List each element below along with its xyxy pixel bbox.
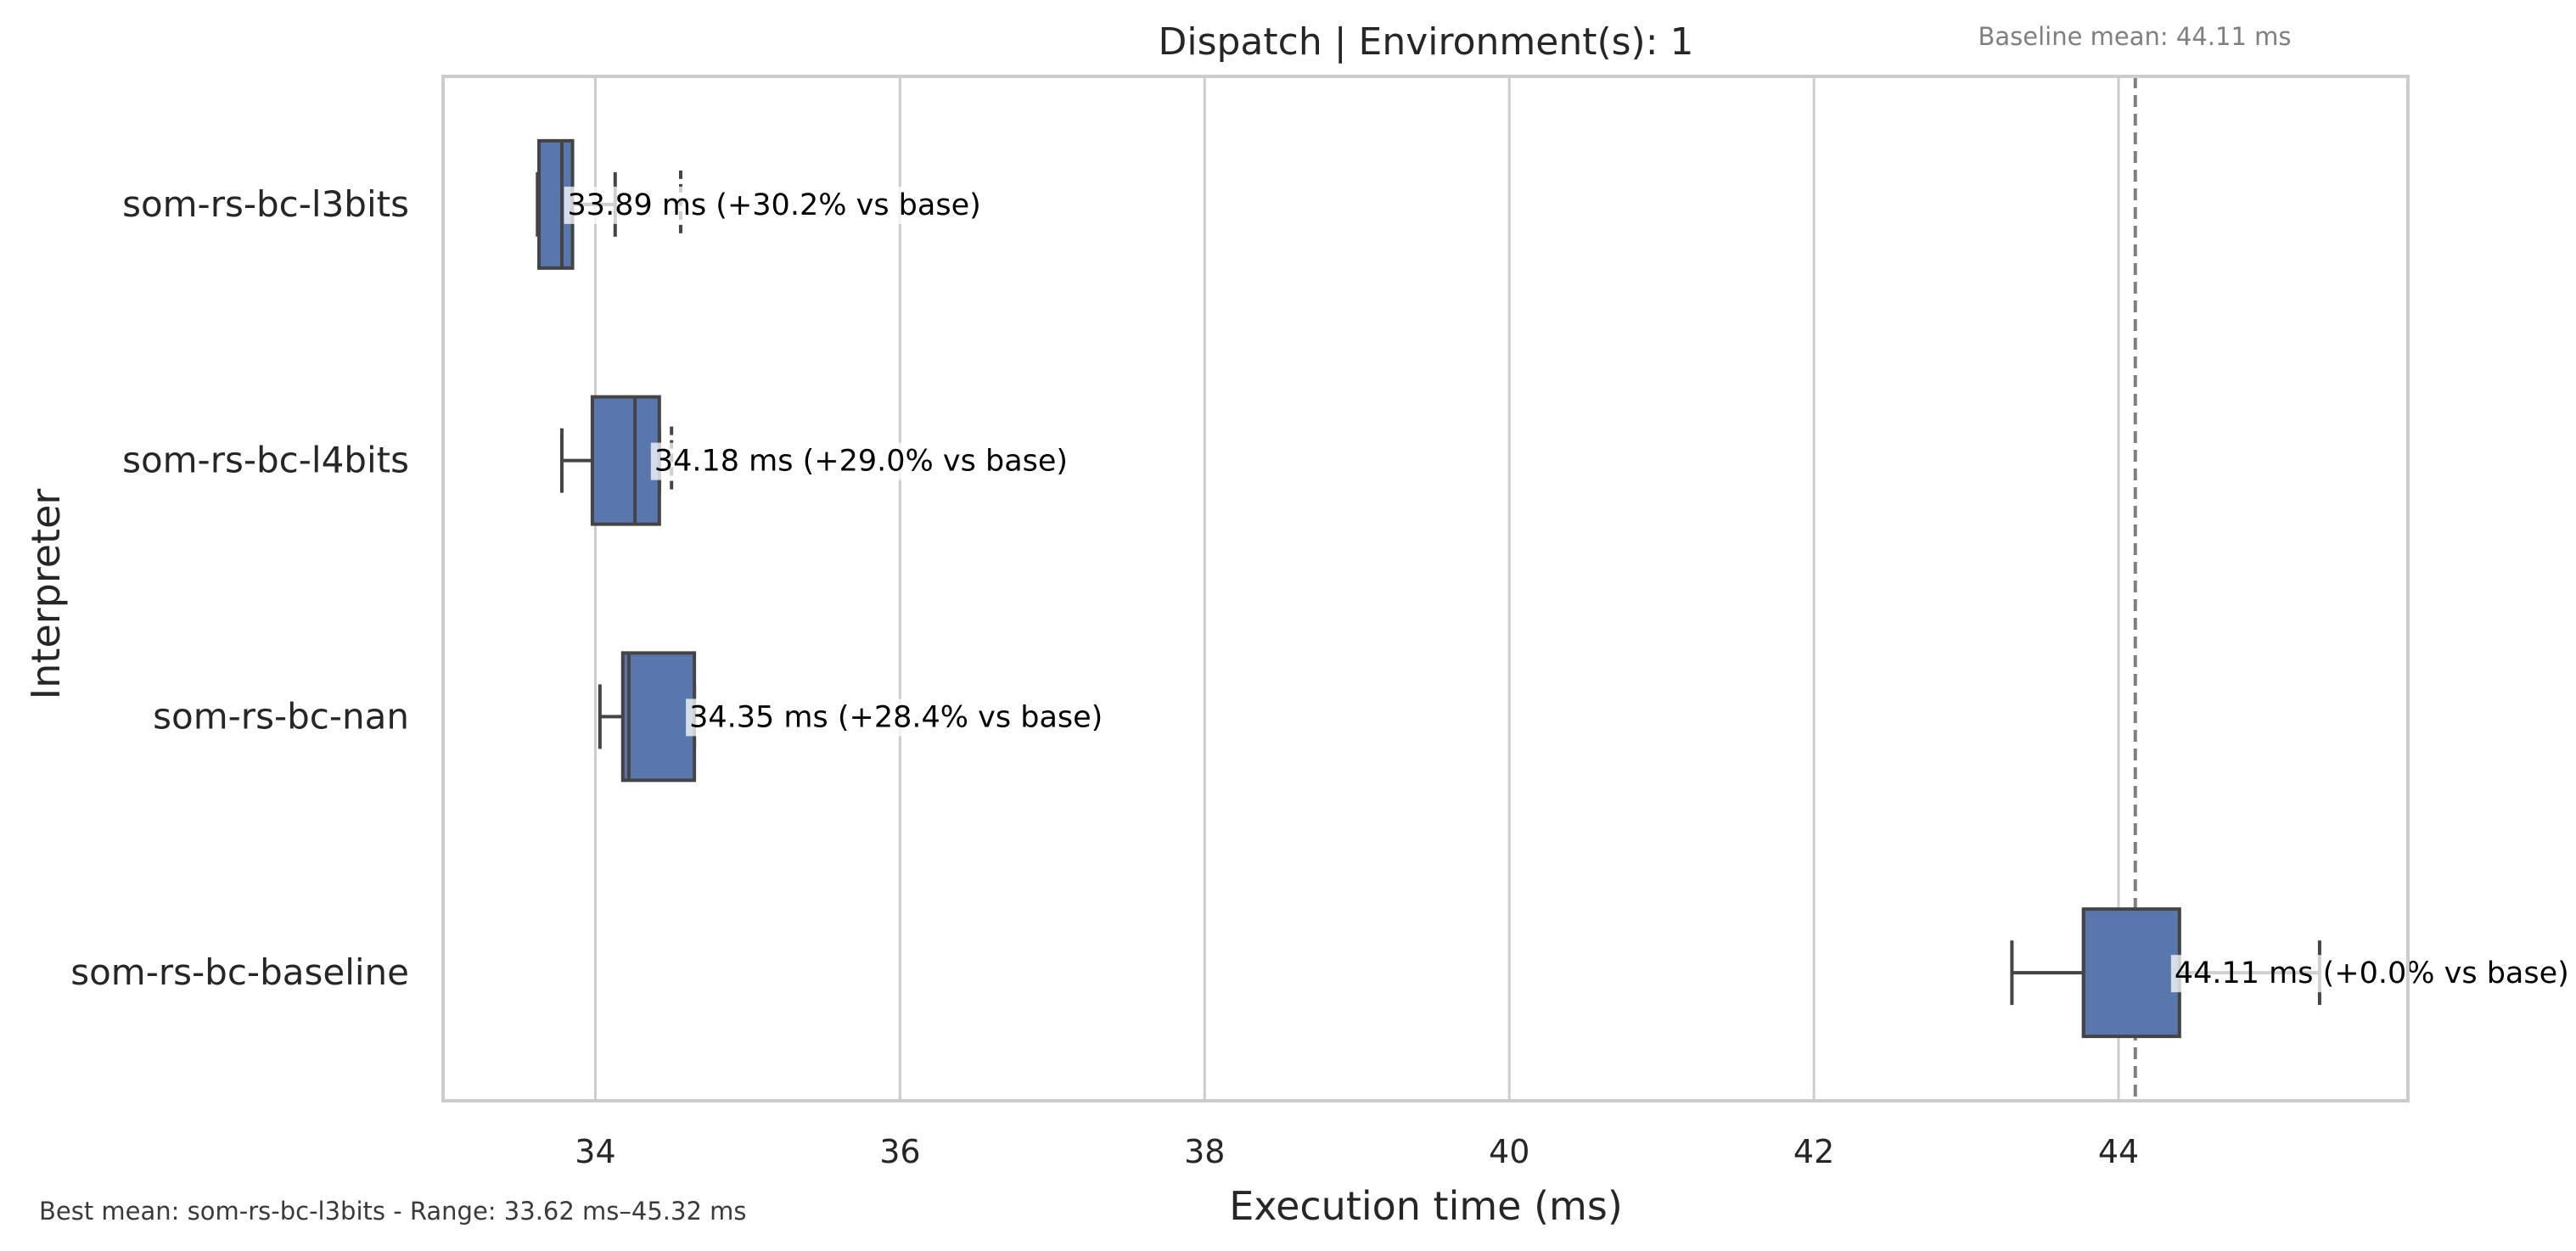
mean-label-som-rs-bc-baseline: 44.11 ms (+0.0% vs base) [2175,956,2569,990]
x-axis-title: Execution time (ms) [1229,1183,1623,1229]
footnote-best-mean: Best mean: som-rs-bc-l3bits - Range: 33.… [39,1197,747,1226]
mean-label-background [564,186,985,224]
x-tick-label-38: 38 [1184,1133,1225,1170]
x-tick-label-42: 42 [1793,1133,1834,1170]
y-category-labels: som-rs-bc-l3bits som-rs-bc-l4bits som-rs-b… [70,183,409,993]
x-tick-label-36: 36 [879,1133,920,1170]
x-tick-labels: 34 36 38 40 42 44 [575,1133,2139,1170]
mean-label-som-rs-bc-l3bits: 33.89 ms (+30.2% vs base) [568,188,981,222]
mean-label-som-rs-bc-nan: 34.35 ms (+28.4% vs base) [689,700,1103,734]
mean-label-background [2170,955,2573,993]
y-axis-title: Interpreter [23,489,69,700]
x-tick-label-40: 40 [1489,1133,1529,1170]
interquartile-box [2081,907,2181,1039]
mean-label-som-rs-bc-l4bits: 34.18 ms (+29.0% vs base) [654,445,1068,479]
baseline-mean-note: Baseline mean: 44.11 ms [1978,22,2292,51]
mean-label-background [686,698,1107,737]
data-labels: 33.89 ms (+30.2% vs base) 34.18 ms (+29.0… [564,186,2573,993]
plot-frame [441,75,2410,1102]
interquartile-box [590,395,661,526]
x-tick-label-44: 44 [2098,1133,2139,1170]
interquartile-box [620,651,697,783]
mean-label-background [650,442,1072,480]
category-label-som-rs-bc-l3bits: som-rs-bc-l3bits [122,183,409,225]
category-label-som-rs-bc-nan: som-rs-bc-nan [153,695,409,737]
chart-title: Dispatch | Environment(s): 1 [1158,20,1693,64]
box-som-rs-bc-nan [598,651,697,783]
x-tick-label-34: 34 [575,1133,615,1170]
category-label-som-rs-bc-l4bits: som-rs-bc-l4bits [122,440,409,481]
category-label-som-rs-bc-baseline: som-rs-bc-baseline [70,951,409,993]
